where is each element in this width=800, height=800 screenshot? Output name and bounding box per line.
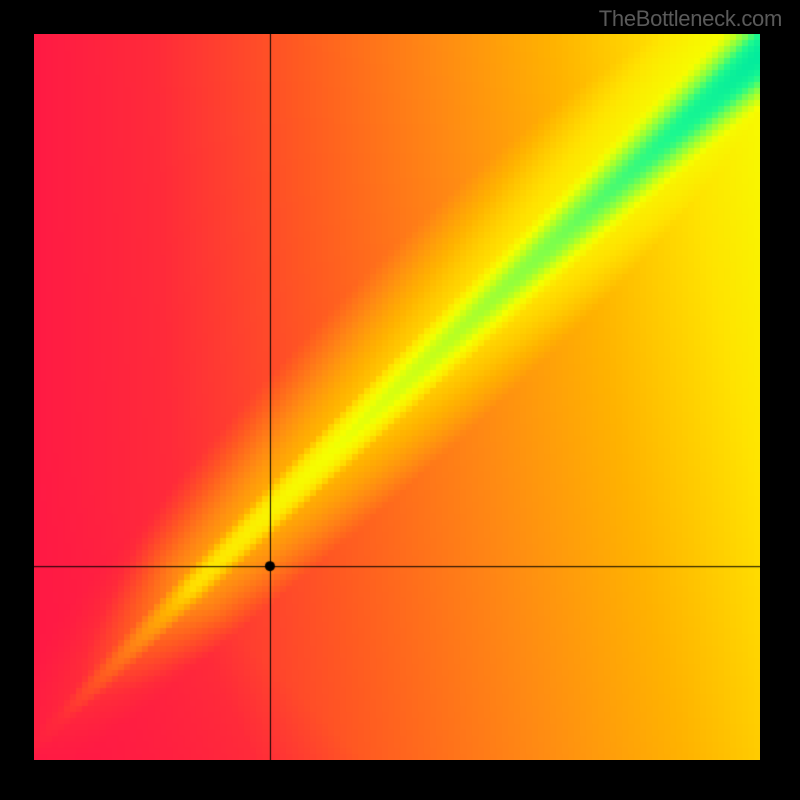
heatmap-canvas — [34, 34, 760, 760]
heatmap-plot — [34, 34, 760, 760]
attribution-text: TheBottleneck.com — [599, 6, 782, 32]
